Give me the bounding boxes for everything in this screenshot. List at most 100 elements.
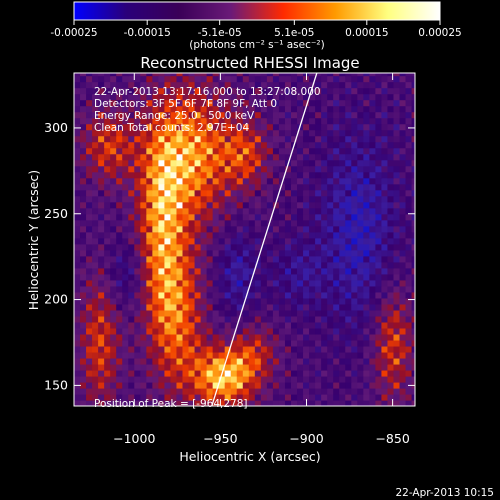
heatmap-cell bbox=[122, 105, 129, 113]
heatmap-cell bbox=[218, 105, 226, 113]
heatmap-cell bbox=[200, 273, 208, 281]
heatmap-cell bbox=[194, 309, 202, 317]
heatmap-cell bbox=[230, 81, 238, 89]
heatmap-cell bbox=[375, 375, 383, 383]
heatmap-cell bbox=[381, 201, 389, 209]
heatmap-cell bbox=[182, 225, 190, 233]
heatmap-cell bbox=[128, 291, 135, 299]
heatmap-cell bbox=[266, 339, 274, 347]
heatmap-cell bbox=[200, 159, 208, 167]
heatmap-cell bbox=[405, 249, 413, 257]
heatmap-cell bbox=[146, 75, 153, 83]
heatmap-cell bbox=[399, 237, 407, 245]
heatmap-cell bbox=[110, 321, 117, 329]
heatmap-cell bbox=[158, 381, 166, 389]
heatmap-cell bbox=[92, 159, 99, 167]
heatmap-cell bbox=[297, 153, 304, 161]
heatmap-cell bbox=[351, 153, 358, 161]
heatmap-cell bbox=[170, 231, 178, 239]
heatmap-cell bbox=[110, 117, 117, 125]
heatmap-cell bbox=[140, 279, 147, 287]
heatmap-cell bbox=[375, 279, 383, 287]
heatmap-cell bbox=[321, 213, 328, 221]
heatmap-cell bbox=[393, 207, 401, 215]
heatmap-cell bbox=[92, 219, 99, 227]
heatmap-cell bbox=[272, 345, 280, 353]
heatmap-cell bbox=[405, 87, 413, 95]
heatmap-cell bbox=[134, 183, 141, 191]
heatmap-cell bbox=[405, 267, 413, 275]
heatmap-cell bbox=[363, 399, 370, 406]
heatmap-cell bbox=[194, 381, 202, 389]
heatmap-cell bbox=[242, 153, 250, 161]
heatmap-cell bbox=[357, 303, 364, 311]
heatmap-cell bbox=[212, 321, 220, 329]
heatmap-cell bbox=[212, 81, 220, 89]
heatmap-cell bbox=[212, 195, 220, 203]
heatmap-cell bbox=[206, 135, 214, 143]
heatmap-cell bbox=[104, 153, 111, 161]
heatmap-cell bbox=[152, 369, 159, 377]
heatmap-cell bbox=[272, 195, 280, 203]
heatmap-cell bbox=[272, 315, 280, 323]
heatmap-cell bbox=[375, 369, 383, 377]
heatmap-cell bbox=[230, 105, 238, 113]
heatmap-cell bbox=[152, 273, 159, 281]
heatmap-cell bbox=[333, 183, 340, 191]
heatmap-cell bbox=[405, 387, 413, 395]
heatmap-cell bbox=[230, 339, 238, 347]
heatmap-cell bbox=[242, 141, 250, 149]
heatmap-cell bbox=[212, 369, 220, 377]
heatmap-cell bbox=[188, 75, 196, 83]
heatmap-cell bbox=[357, 273, 364, 281]
heatmap-cell bbox=[74, 93, 81, 101]
heatmap-cell bbox=[182, 369, 190, 377]
heatmap-cell bbox=[278, 81, 286, 89]
heatmap-cell bbox=[351, 183, 358, 191]
heatmap-cell bbox=[128, 159, 135, 167]
heatmap-cell bbox=[381, 183, 389, 191]
heatmap-cell bbox=[411, 171, 415, 179]
heatmap-cell bbox=[363, 297, 370, 305]
heatmap-cell bbox=[176, 237, 184, 245]
heatmap-cell bbox=[381, 363, 389, 371]
heatmap-cell bbox=[134, 207, 141, 215]
heatmap-cell bbox=[266, 309, 274, 317]
heatmap-cell bbox=[194, 207, 202, 215]
heatmap-cell bbox=[303, 369, 310, 377]
heatmap-cell bbox=[351, 375, 358, 383]
heatmap-cell bbox=[369, 279, 376, 287]
heatmap-cell bbox=[254, 351, 262, 359]
heatmap-cell bbox=[218, 393, 226, 401]
heatmap-cell bbox=[230, 207, 238, 215]
peak-position-label: Position of Peak = [-964,278] bbox=[94, 398, 248, 410]
heatmap-cell bbox=[303, 123, 310, 131]
heatmap-cell bbox=[375, 237, 383, 245]
heatmap-cell bbox=[218, 273, 226, 281]
heatmap-cell bbox=[399, 75, 407, 83]
heatmap-cell bbox=[200, 123, 208, 131]
heatmap-cell bbox=[411, 111, 415, 119]
heatmap-cell bbox=[315, 159, 322, 167]
heatmap-cell bbox=[212, 123, 220, 131]
heatmap-cell bbox=[224, 387, 232, 395]
heatmap-cell bbox=[128, 345, 135, 353]
heatmap-cell bbox=[254, 387, 262, 395]
heatmap-cell bbox=[260, 135, 268, 143]
heatmap-cell bbox=[158, 75, 166, 83]
heatmap-cell bbox=[158, 369, 166, 377]
heatmap-cell bbox=[309, 171, 316, 179]
heatmap-cell bbox=[200, 183, 208, 191]
heatmap-cell bbox=[291, 73, 298, 77]
heatmap-cell bbox=[188, 273, 196, 281]
heatmap-cell bbox=[212, 141, 220, 149]
heatmap-cell bbox=[291, 153, 298, 161]
heatmap-cell bbox=[110, 243, 117, 251]
heatmap-cell bbox=[369, 153, 376, 161]
heatmap-cell bbox=[345, 285, 352, 293]
heatmap-cell bbox=[182, 117, 190, 125]
heatmap-cell bbox=[206, 195, 214, 203]
heatmap-cell bbox=[206, 207, 214, 215]
heatmap-cell bbox=[278, 159, 286, 167]
heatmap-cell bbox=[212, 399, 220, 406]
